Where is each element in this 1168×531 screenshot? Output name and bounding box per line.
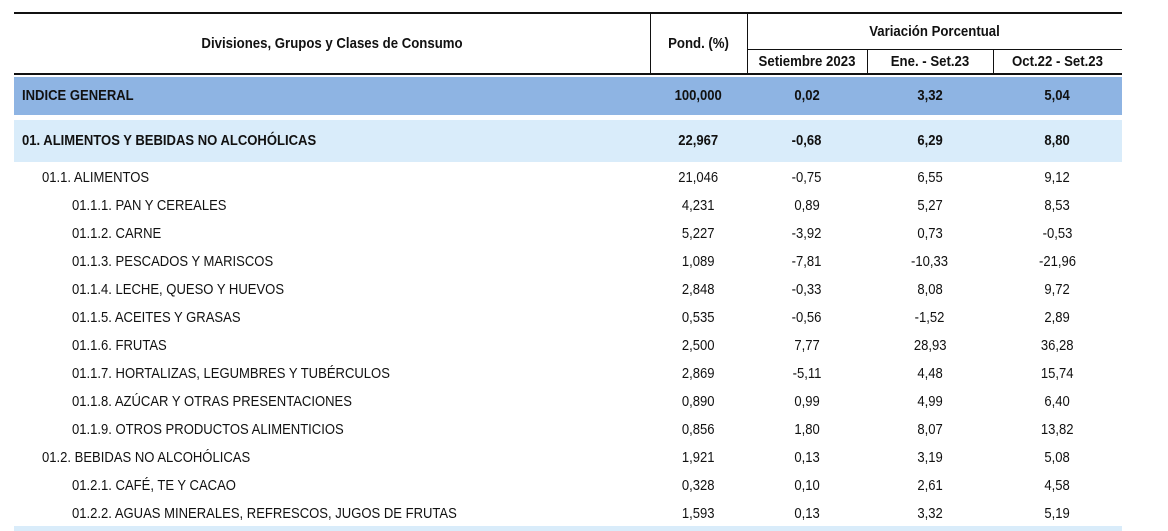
row-weight: 2,500 (682, 338, 715, 354)
header-year-to-date: Ene. - Set.23 (890, 53, 970, 70)
row-weight: 5,227 (682, 226, 715, 242)
row-label: 01.1.7. HORTALIZAS, LEGUMBRES Y TUBÉRCUL… (72, 366, 390, 382)
cpi-table: Divisiones, Grupos y Clases de Consumo P… (14, 12, 1122, 528)
row-ytd: 3,32 (917, 506, 943, 522)
table-row: 01.1.9. OTROS PRODUCTOS ALIMENTICIOS 0,8… (14, 416, 1122, 444)
row-weight: 0,856 (682, 422, 715, 438)
row-12m: -0,53 (1042, 226, 1073, 242)
row-weight: 0,535 (682, 310, 715, 326)
row-month: 7,77 (794, 338, 820, 354)
row-ytd: 5,27 (917, 198, 943, 214)
row-month: 0,89 (794, 198, 820, 214)
row-label: 01.1.2. CARNE (72, 226, 162, 242)
row-ytd: -1,52 (915, 310, 945, 326)
row-weight: 0,328 (682, 478, 715, 494)
row-12m: 13,82 (1041, 422, 1074, 438)
row-month: 0,02 (794, 88, 820, 104)
table-row: 01.1.3. PESCADOS Y MARISCOS 1,089 -7,81 … (14, 248, 1122, 276)
row-12m: 2,89 (1044, 310, 1071, 326)
row-12m: 36,28 (1041, 338, 1074, 354)
row-ytd: 3,19 (917, 450, 943, 466)
row-weight: 4,231 (682, 198, 715, 214)
row-ytd: 8,07 (917, 422, 943, 438)
row-weight: 21,046 (678, 170, 719, 186)
table-row: 01.1.8. AZÚCAR Y OTRAS PRESENTACIONES 0,… (14, 388, 1122, 416)
row-weight: 1,089 (682, 254, 715, 270)
row-12m: 9,12 (1044, 170, 1071, 186)
row-12m: 8,53 (1044, 198, 1071, 214)
header-weight: Pond. (%) (668, 35, 729, 52)
row-month: 0,99 (794, 394, 820, 410)
table-row: 01.1.2. CARNE 5,227 -3,92 0,73 -0,53 (14, 220, 1122, 248)
row-ytd: -10,33 (911, 254, 949, 270)
row-label: 01.2.1. CAFÉ, TE Y CACAO (72, 478, 236, 494)
table-row: 01.2.2. AGUAS MINERALES, REFRESCOS, JUGO… (14, 500, 1122, 528)
row-weight: 22,967 (678, 133, 719, 149)
row-month: -0,68 (792, 133, 822, 149)
row-month: 0,13 (794, 506, 820, 522)
row-ytd: 28,93 (913, 338, 947, 354)
row-weight: 1,921 (682, 450, 715, 466)
header-month: Setiembre 2023 (758, 53, 856, 70)
row-weight: 0,890 (682, 394, 715, 410)
row-month: 0,13 (794, 450, 820, 466)
row-weight: 1,593 (682, 506, 715, 522)
table-row: 01.1.6. FRUTAS 2,500 7,77 28,93 36,28 (14, 332, 1122, 360)
row-ytd: 4,48 (917, 366, 943, 382)
row-label: 01.2. BEBIDAS NO ALCOHÓLICAS (42, 450, 251, 466)
row-12m: 9,72 (1044, 282, 1071, 298)
row-ytd: 2,61 (917, 478, 943, 494)
row-month: -7,81 (792, 254, 822, 270)
row-month: -0,75 (792, 170, 822, 186)
table-row: 01.1.7. HORTALIZAS, LEGUMBRES Y TUBÉRCUL… (14, 360, 1122, 388)
row-12m: 5,08 (1044, 450, 1071, 466)
row-label: 01.2.2. AGUAS MINERALES, REFRESCOS, JUGO… (72, 506, 457, 522)
table-row: 01.1. ALIMENTOS 21,046 -0,75 6,55 9,12 (14, 164, 1122, 192)
row-12m: 5,19 (1044, 506, 1071, 522)
header-description: Divisiones, Grupos y Clases de Consumo (201, 35, 463, 52)
table-row: 01.2.1. CAFÉ, TE Y CACAO 0,328 0,10 2,61… (14, 472, 1122, 500)
row-label: 01.1. ALIMENTOS (42, 170, 150, 186)
row-12m: 5,04 (1044, 88, 1071, 104)
row-label: 01.1.9. OTROS PRODUCTOS ALIMENTICIOS (72, 422, 344, 438)
table-row: INDICE GENERAL 100,000 0,02 3,32 5,04 (14, 77, 1122, 115)
row-12m: 6,40 (1044, 394, 1071, 410)
row-12m: 4,58 (1044, 478, 1071, 494)
row-ytd: 0,73 (917, 226, 943, 242)
row-label: 01.1.8. AZÚCAR Y OTRAS PRESENTACIONES (72, 394, 352, 410)
header-variation-group: Variación Porcentual (869, 23, 1000, 40)
row-month: 0,10 (794, 478, 820, 494)
row-month: 1,80 (794, 422, 820, 438)
row-ytd: 8,08 (917, 282, 943, 298)
table-row: 01.1.1. PAN Y CEREALES 4,231 0,89 5,27 8… (14, 192, 1122, 220)
row-weight: 2,848 (682, 282, 715, 298)
header-twelve-months: Oct.22 - Set.23 (1012, 53, 1103, 70)
row-label: 01.1.4. LECHE, QUESO Y HUEVOS (72, 282, 285, 298)
table-row: 01. ALIMENTOS Y BEBIDAS NO ALCOHÓLICAS 2… (14, 120, 1122, 162)
row-ytd: 4,99 (917, 394, 943, 410)
table-row: 01.1.4. LECHE, QUESO Y HUEVOS 2,848 -0,3… (14, 276, 1122, 304)
row-12m: -21,96 (1038, 254, 1077, 270)
row-month: -5,11 (792, 366, 822, 382)
row-month: -0,56 (792, 310, 822, 326)
table-header: Divisiones, Grupos y Clases de Consumo P… (14, 12, 1122, 75)
row-ytd: 3,32 (917, 88, 943, 104)
row-label: 01.1.1. PAN Y CEREALES (72, 198, 227, 214)
row-label: 01.1.3. PESCADOS Y MARISCOS (72, 254, 274, 270)
row-month: -0,33 (792, 282, 822, 298)
row-ytd: 6,29 (917, 133, 943, 149)
row-label: INDICE GENERAL (22, 88, 134, 104)
row-label: 01. ALIMENTOS Y BEBIDAS NO ALCOHÓLICAS (22, 133, 317, 149)
row-12m: 15,74 (1041, 366, 1074, 382)
row-label: 01.1.6. FRUTAS (72, 338, 167, 354)
row-month: -3,92 (792, 226, 822, 242)
row-label: 01.1.5. ACEITES Y GRASAS (72, 310, 241, 326)
table-row: 01.1.5. ACEITES Y GRASAS 0,535 -0,56 -1,… (14, 304, 1122, 332)
row-12m: 8,80 (1044, 133, 1071, 149)
row-ytd: 6,55 (917, 170, 943, 186)
row-weight: 100,000 (674, 88, 723, 104)
row-weight: 2,869 (682, 366, 715, 382)
next-division-band (14, 526, 1122, 531)
table-row: 01.2. BEBIDAS NO ALCOHÓLICAS 1,921 0,13 … (14, 444, 1122, 472)
